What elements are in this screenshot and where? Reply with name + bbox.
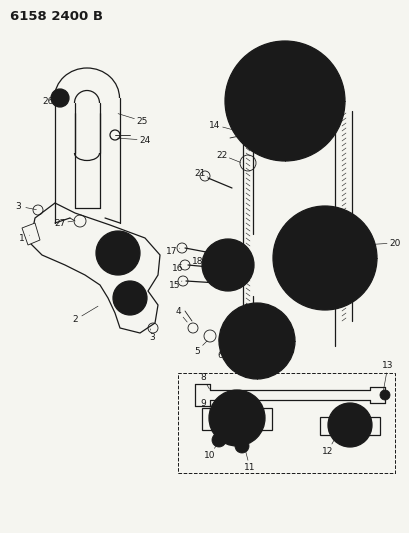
Circle shape <box>216 398 256 438</box>
Polygon shape <box>30 203 160 333</box>
Text: 1: 1 <box>19 233 25 243</box>
Circle shape <box>96 231 139 275</box>
Circle shape <box>249 66 319 136</box>
Text: 20: 20 <box>389 238 400 247</box>
Text: 25: 25 <box>136 117 147 125</box>
Text: 21: 21 <box>194 168 205 177</box>
Text: 10: 10 <box>204 450 215 459</box>
Text: 22: 22 <box>216 150 227 159</box>
Circle shape <box>232 49 336 153</box>
Text: 2: 2 <box>72 316 78 325</box>
Circle shape <box>225 309 288 373</box>
Text: 13: 13 <box>381 360 393 369</box>
Circle shape <box>229 411 243 425</box>
Circle shape <box>56 94 64 102</box>
Text: 6: 6 <box>217 351 222 359</box>
Circle shape <box>341 417 357 433</box>
Circle shape <box>202 239 254 291</box>
Circle shape <box>225 41 344 161</box>
Text: 4: 4 <box>175 306 180 316</box>
Circle shape <box>333 409 365 441</box>
Text: 3: 3 <box>15 201 21 211</box>
Text: 26: 26 <box>42 96 54 106</box>
Polygon shape <box>202 408 271 430</box>
Circle shape <box>218 303 294 379</box>
Circle shape <box>296 230 352 286</box>
Text: 6158 2400 B: 6158 2400 B <box>10 10 103 23</box>
Circle shape <box>336 412 362 438</box>
Circle shape <box>113 281 147 315</box>
Text: 23: 23 <box>252 84 263 93</box>
Polygon shape <box>22 223 40 245</box>
Circle shape <box>271 88 297 114</box>
Polygon shape <box>319 417 379 435</box>
Circle shape <box>220 258 234 272</box>
Circle shape <box>218 400 254 436</box>
Text: 15: 15 <box>169 280 180 289</box>
Text: 7: 7 <box>284 346 290 356</box>
Circle shape <box>225 262 230 268</box>
Circle shape <box>51 89 69 107</box>
Text: 17: 17 <box>166 246 178 255</box>
Text: 8: 8 <box>200 374 205 383</box>
Text: 12: 12 <box>321 447 333 456</box>
Text: 11: 11 <box>244 464 255 472</box>
Text: 9: 9 <box>200 399 205 408</box>
Text: 24: 24 <box>139 135 150 144</box>
Text: 5: 5 <box>193 346 200 356</box>
Text: 19: 19 <box>355 251 367 260</box>
Text: 16: 16 <box>172 263 183 272</box>
Circle shape <box>248 333 264 349</box>
Circle shape <box>209 390 264 446</box>
Text: 27: 27 <box>54 219 65 228</box>
Circle shape <box>344 420 354 430</box>
Text: 14: 14 <box>234 327 245 335</box>
Circle shape <box>236 321 276 361</box>
Text: 3: 3 <box>149 334 155 343</box>
Circle shape <box>313 247 335 269</box>
Circle shape <box>319 253 329 263</box>
Circle shape <box>379 390 389 400</box>
Circle shape <box>272 206 376 310</box>
Text: 14: 14 <box>209 120 220 130</box>
Circle shape <box>279 96 289 106</box>
Circle shape <box>234 439 248 453</box>
Circle shape <box>213 250 243 280</box>
Circle shape <box>279 213 369 303</box>
Circle shape <box>327 403 371 447</box>
Circle shape <box>227 408 246 428</box>
Circle shape <box>211 433 225 447</box>
Text: 18: 18 <box>192 256 203 265</box>
